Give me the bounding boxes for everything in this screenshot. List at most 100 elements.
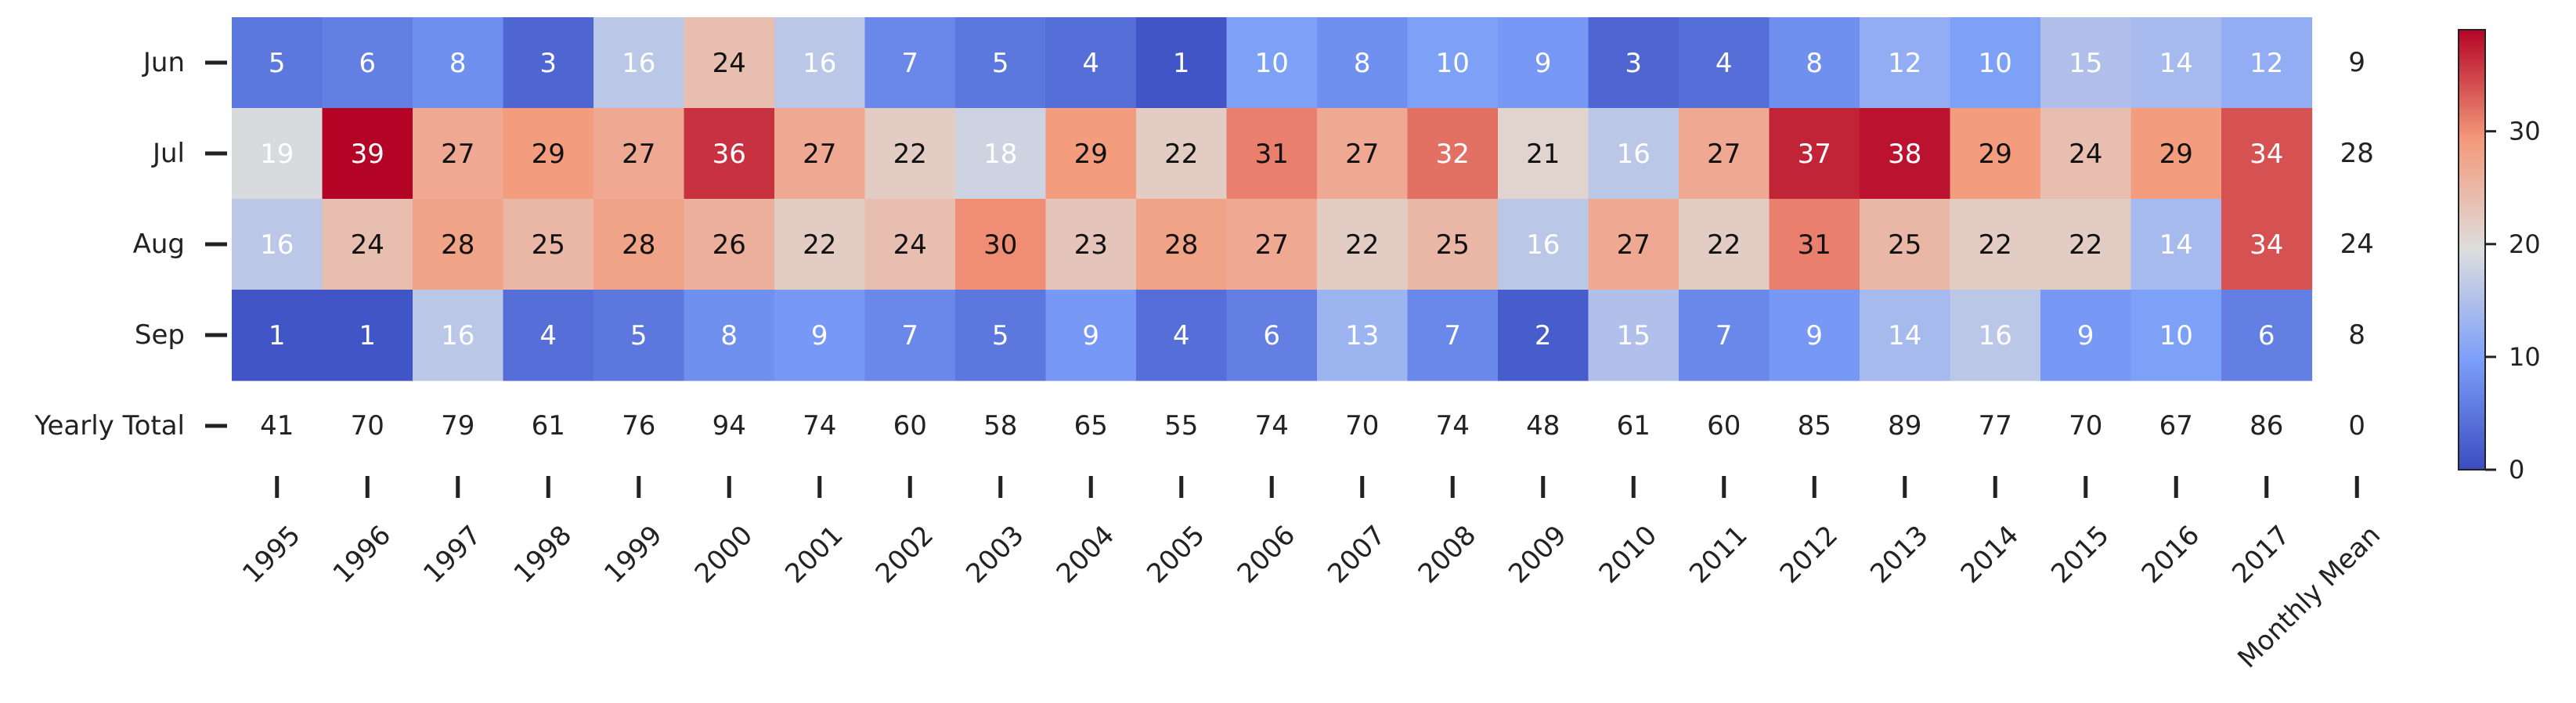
cell-value-label: 14	[2159, 48, 2193, 79]
row-label: Aug	[133, 229, 185, 260]
cell-value-label: 10	[1436, 48, 1470, 79]
cell-value-label: 27	[1707, 139, 1741, 170]
monthly-mean-value: 24	[2340, 229, 2374, 260]
cell-value-label: 27	[1617, 229, 1651, 261]
heatmap-cell	[2130, 108, 2222, 200]
cell-value-label: 24	[2069, 139, 2102, 170]
x-tick-label: 2000	[689, 520, 759, 589]
heatmap-cell	[232, 199, 323, 290]
cell-value-label: 14	[2159, 229, 2193, 261]
heatmap-cell	[1226, 199, 1318, 290]
monthly-mean-value: 9	[2348, 47, 2365, 78]
heatmap-cell	[413, 199, 504, 290]
cell-value-label: 13	[1345, 320, 1379, 352]
cell-value-label: 22	[1707, 229, 1741, 261]
heatmap-cell	[774, 17, 866, 109]
cell-value-label: 30	[983, 229, 1017, 261]
cell-value-label: 6	[1263, 320, 1280, 352]
x-tick-label: 1998	[508, 520, 578, 589]
yearly-total-value: 60	[893, 410, 927, 442]
cell-value-label: 8	[720, 320, 738, 352]
x-tick-label: 2009	[1503, 520, 1572, 589]
heatmap-cell	[2040, 199, 2132, 290]
heatmap-cell	[684, 290, 775, 381]
yearly-total-value: 89	[1888, 410, 1921, 442]
heatmap-cell	[413, 17, 504, 109]
heatmap-cell	[864, 108, 956, 200]
cell-value-label: 6	[2258, 320, 2275, 352]
cell-value-label: 24	[893, 229, 927, 261]
colorbar-tick-label: 10	[2509, 342, 2541, 372]
cell-value-label: 3	[539, 48, 557, 79]
heatmap-cell	[1950, 199, 2041, 290]
yearly-total-value: 58	[983, 410, 1017, 442]
heatmap-cell	[413, 108, 504, 200]
heatmap-cell	[864, 290, 956, 381]
yearly-total-value: 70	[1345, 410, 1379, 442]
yearly-total-value: 67	[2159, 410, 2193, 442]
total-row-label: Yearly Total	[34, 410, 185, 442]
heatmap-cell	[1407, 199, 1499, 290]
heatmap-cell	[1860, 290, 1951, 381]
cell-value-label: 12	[2249, 48, 2283, 79]
yearly-total-value: 74	[1436, 410, 1470, 442]
cell-value-label: 9	[1806, 320, 1823, 352]
cell-value-label: 27	[1255, 229, 1289, 261]
heatmap-cell	[232, 290, 323, 381]
x-tick-label: 2004	[1051, 520, 1120, 589]
cell-value-label: 27	[441, 139, 474, 170]
heatmap-cell	[1588, 290, 1679, 381]
heatmap-cell	[1226, 290, 1318, 381]
cell-value-label: 24	[713, 48, 746, 79]
cell-value-label: 26	[713, 229, 746, 261]
heatmap-cell	[1407, 290, 1499, 381]
heatmap-cell	[1407, 17, 1499, 109]
heatmap-cell	[1679, 290, 1770, 381]
cell-value-label: 29	[1074, 139, 1108, 170]
heatmap-cell	[2221, 199, 2313, 290]
yearly-total-value: 55	[1164, 410, 1198, 442]
cell-value-label: 10	[1255, 48, 1289, 79]
heatmap-cell	[1136, 290, 1228, 381]
cell-value-label: 15	[2069, 48, 2102, 79]
heatmap-cell	[955, 199, 1047, 290]
cell-value-label: 22	[1979, 229, 2012, 261]
heatmap-cell	[503, 290, 594, 381]
heatmap-cell	[1407, 108, 1499, 200]
heatmap-cell	[593, 108, 685, 200]
cell-value-label: 24	[351, 229, 384, 261]
cell-value-label: 22	[1345, 229, 1379, 261]
heatmap-cell	[955, 290, 1047, 381]
cell-value-label: 7	[901, 48, 918, 79]
yearly-total-value: 41	[260, 410, 294, 442]
heatmap-cell	[1588, 17, 1679, 109]
heatmap-cell	[322, 290, 413, 381]
heatmap-cell	[2130, 199, 2222, 290]
cell-value-label: 28	[622, 229, 655, 261]
heatmap-cell	[413, 290, 504, 381]
cell-value-label: 18	[983, 139, 1017, 170]
cell-value-label: 4	[1173, 320, 1190, 352]
cell-value-label: 6	[359, 48, 376, 79]
cell-value-label: 8	[1354, 48, 1371, 79]
heatmap-cell	[232, 108, 323, 200]
heatmap-cell	[322, 199, 413, 290]
heatmap-cell	[2040, 108, 2132, 200]
x-tick-label: 2010	[1593, 520, 1663, 589]
yearly-total-value: 70	[2069, 410, 2102, 442]
heatmap-cell	[1950, 108, 2041, 200]
yearly-total-value: 79	[441, 410, 474, 442]
x-tick-label: 1996	[327, 520, 397, 589]
x-tick-label: 2002	[870, 520, 940, 589]
heatmap-cell	[1860, 108, 1951, 200]
row-label: Jun	[142, 47, 185, 78]
heatmap-cell	[684, 17, 775, 109]
colorbar-tick-label: 0	[2509, 455, 2524, 485]
cell-value-label: 1	[269, 320, 286, 352]
heatmap-cell	[503, 108, 594, 200]
heatmap-cell	[1045, 108, 1137, 200]
colorbar-tick-label: 30	[2509, 117, 2541, 146]
cell-value-label: 2	[1535, 320, 1552, 352]
x-tick-label: 2005	[1141, 520, 1210, 589]
